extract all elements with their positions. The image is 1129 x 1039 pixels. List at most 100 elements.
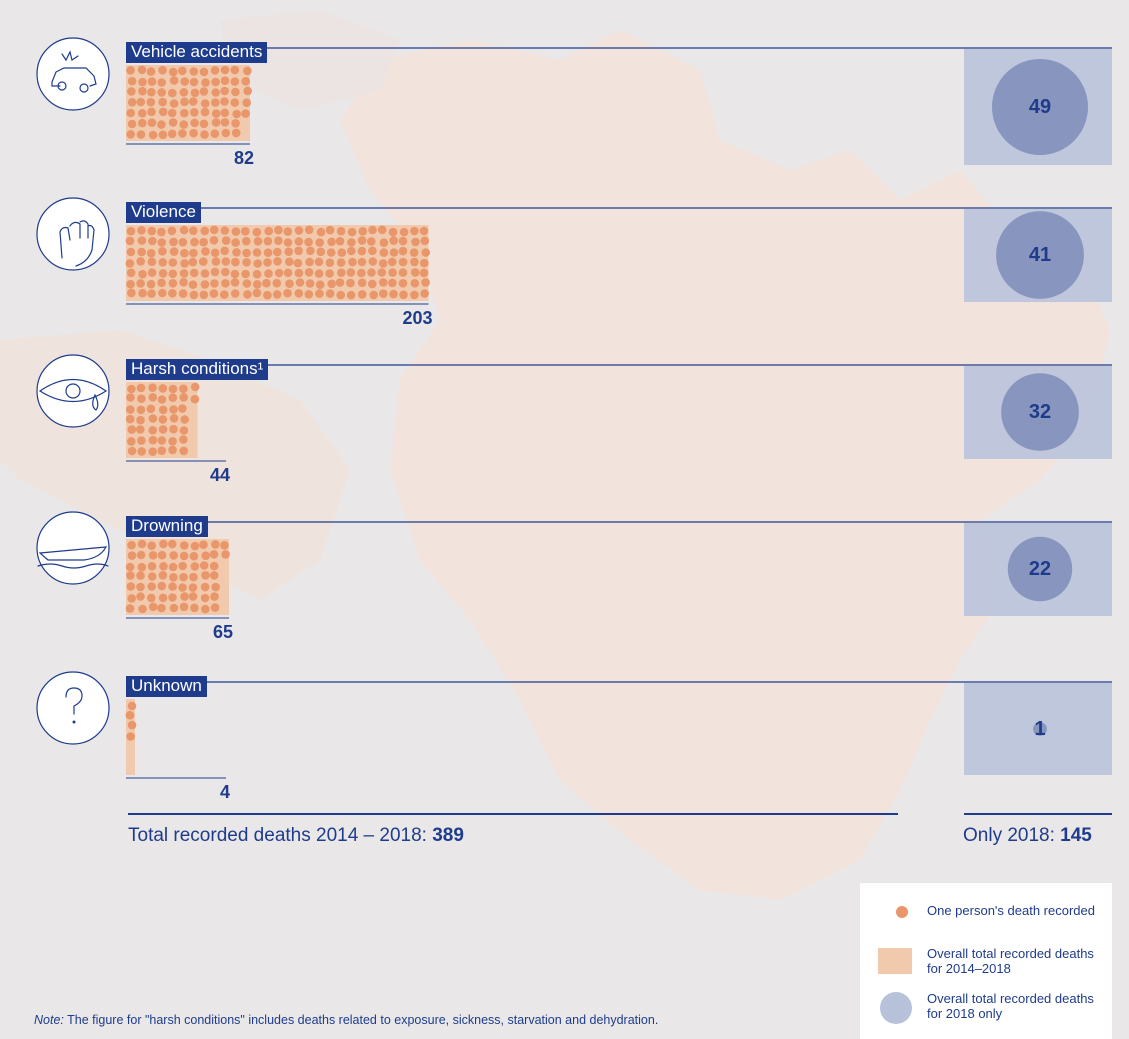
death-dot	[220, 290, 229, 299]
death-dot	[199, 540, 208, 549]
death-dot	[243, 66, 252, 76]
death-dot	[148, 447, 157, 457]
death-dot	[410, 290, 419, 300]
death-dot	[179, 120, 189, 129]
death-dot	[179, 435, 188, 444]
death-dot	[138, 269, 147, 279]
death-dot	[127, 594, 136, 603]
death-dot	[315, 289, 324, 298]
death-dot	[419, 226, 429, 236]
death-dot	[294, 237, 304, 246]
death-dot	[137, 394, 146, 404]
death-dot	[178, 66, 187, 76]
death-dot	[336, 290, 346, 300]
count-2014-2018-1: 203	[402, 308, 433, 328]
death-dot	[274, 236, 283, 245]
death-dot	[148, 602, 158, 612]
death-dot	[180, 415, 189, 424]
death-dot	[200, 280, 210, 289]
death-dot	[148, 393, 158, 402]
death-dot	[136, 425, 145, 434]
death-dot	[316, 227, 326, 237]
only-2018-label: Only 2018: 145	[963, 825, 1092, 847]
death-dot	[283, 268, 293, 278]
death-dot	[284, 247, 294, 256]
question-dot-glyph	[72, 720, 76, 724]
death-dot	[220, 118, 230, 127]
death-dot	[125, 562, 135, 572]
death-dot	[388, 268, 397, 277]
death-dot	[388, 227, 398, 237]
legend-bar-text: Overall total recorded deaths for 2014–2…	[927, 946, 1094, 976]
death-dot	[305, 279, 315, 288]
death-dot	[189, 572, 198, 582]
death-dot	[209, 289, 219, 298]
death-dot	[126, 66, 135, 75]
death-dot	[346, 290, 356, 300]
death-dot	[169, 603, 179, 613]
tear-glyph	[92, 393, 99, 411]
death-dot	[168, 582, 177, 591]
legend-dot-swatch	[896, 906, 908, 918]
death-dot	[168, 384, 178, 394]
death-dot	[158, 415, 168, 424]
death-dot	[180, 77, 189, 86]
death-dot	[168, 437, 177, 446]
death-dot	[388, 278, 397, 288]
circle-2018-3	[1007, 536, 1073, 602]
death-dot	[169, 76, 179, 85]
death-dot	[138, 109, 147, 118]
death-dot	[147, 87, 156, 97]
death-dot	[126, 582, 136, 591]
death-dot	[285, 257, 294, 267]
death-dot	[410, 279, 420, 288]
death-dot	[220, 541, 229, 550]
death-dot	[136, 571, 145, 580]
death-dot	[126, 405, 135, 414]
death-dot	[377, 268, 387, 277]
death-dot	[169, 551, 178, 560]
death-dot	[210, 603, 220, 612]
death-dot	[272, 290, 282, 299]
death-dot	[274, 268, 284, 278]
death-dot	[325, 258, 335, 268]
death-dot	[358, 227, 368, 236]
death-dot	[294, 246, 303, 256]
death-dot	[188, 97, 198, 106]
death-dot	[159, 562, 168, 571]
death-dot	[200, 593, 210, 603]
death-dot	[138, 118, 147, 128]
death-dot	[421, 248, 431, 257]
death-dot	[138, 288, 147, 298]
death-dot	[252, 288, 262, 298]
question-glyph	[65, 687, 83, 715]
death-dot	[157, 238, 167, 247]
crying-eye-icon	[36, 354, 110, 428]
death-dot	[421, 278, 430, 287]
death-dot	[201, 247, 210, 256]
death-dot	[189, 290, 199, 300]
death-dot	[294, 289, 304, 298]
death-dot	[138, 604, 147, 614]
death-dot	[295, 278, 305, 287]
death-dot	[158, 269, 168, 278]
death-dot	[368, 257, 378, 266]
death-dot	[398, 246, 408, 256]
map-landmass-north	[220, 10, 400, 110]
death-dot	[201, 604, 210, 614]
death-dot	[168, 258, 178, 267]
death-dot	[220, 226, 230, 235]
count-2018-4: 1	[1034, 718, 1046, 740]
category-label-3: Drowning	[126, 516, 208, 537]
death-dot	[157, 78, 166, 87]
death-dot	[136, 130, 146, 139]
death-dot	[127, 76, 137, 86]
death-dot	[136, 415, 145, 425]
death-dot	[199, 237, 208, 247]
death-dot	[127, 87, 136, 96]
death-dot	[221, 267, 230, 277]
death-dot	[136, 257, 145, 266]
death-dot	[179, 393, 188, 402]
death-dot	[398, 257, 408, 267]
death-dot	[210, 248, 220, 258]
